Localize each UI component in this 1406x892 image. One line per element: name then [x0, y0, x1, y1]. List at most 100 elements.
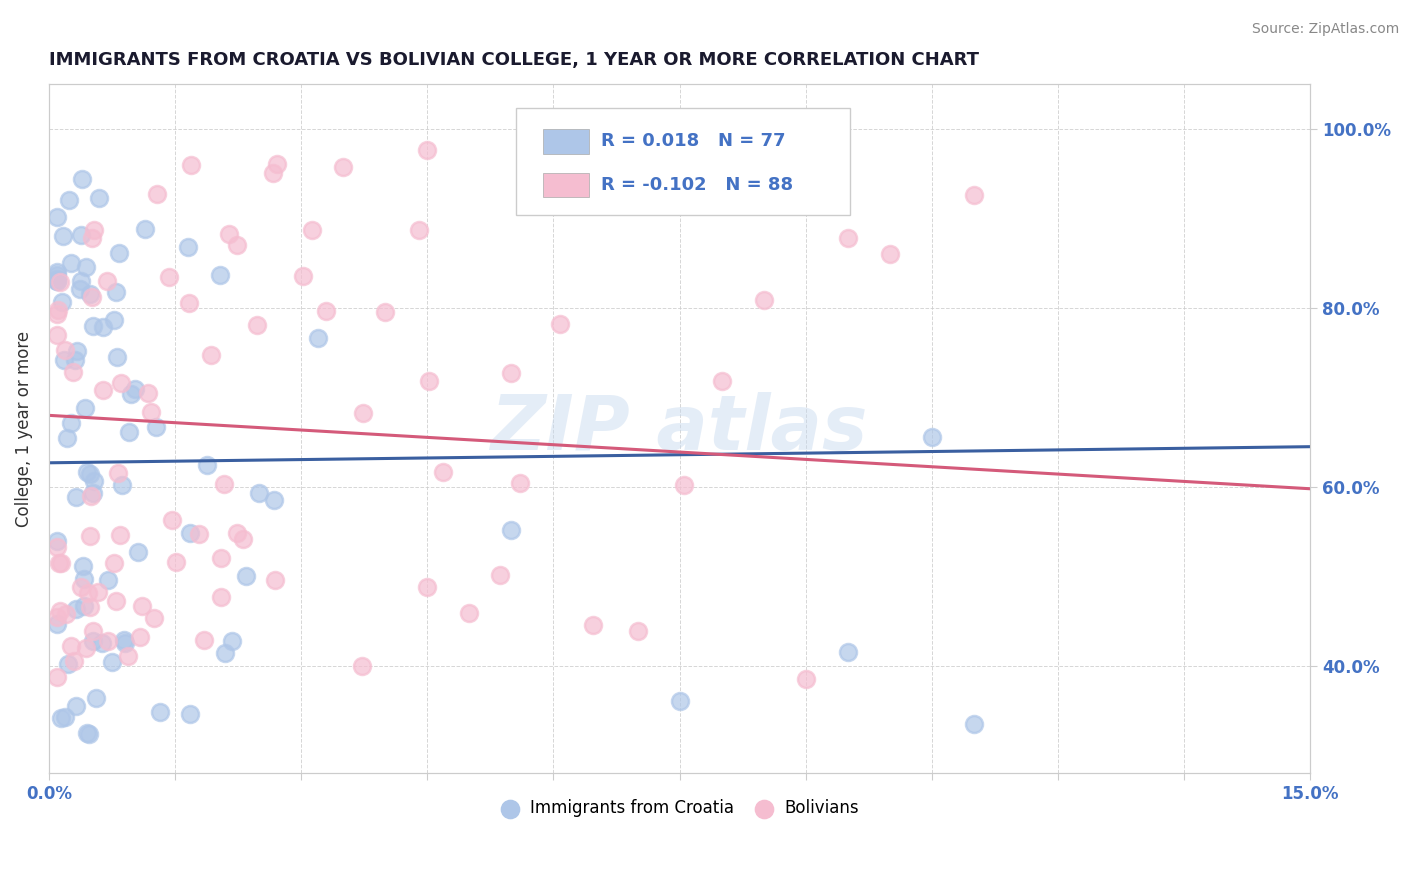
Point	[76, 586, 98, 600]
Point	[418, 374, 440, 388]
Point	[46, 610, 69, 624]
Point	[53, 353, 76, 368]
Point	[921, 430, 943, 444]
Point	[214, 646, 236, 660]
Point	[62, 365, 84, 379]
Point	[235, 569, 257, 583]
Point	[315, 304, 337, 318]
Point	[837, 231, 859, 245]
Point	[53, 343, 76, 357]
Point	[75, 260, 97, 274]
Point	[70, 274, 93, 288]
Point	[105, 350, 128, 364]
Point	[101, 655, 124, 669]
Point	[79, 286, 101, 301]
Point	[131, 599, 153, 613]
Point	[46, 274, 69, 288]
Point	[79, 467, 101, 481]
Point	[752, 293, 775, 308]
Point	[179, 295, 201, 310]
Point	[111, 477, 134, 491]
Point	[46, 274, 69, 288]
Point	[352, 658, 374, 673]
Point	[149, 705, 172, 719]
Point	[55, 607, 77, 621]
Point	[58, 193, 80, 207]
Point	[246, 318, 269, 332]
Point	[145, 420, 167, 434]
Point	[75, 640, 97, 655]
Point	[582, 618, 605, 632]
Point	[114, 636, 136, 650]
Point	[96, 274, 118, 288]
Point	[76, 465, 98, 479]
Point	[46, 670, 69, 684]
Point	[53, 710, 76, 724]
Point	[134, 222, 156, 236]
Text: Source: ZipAtlas.com: Source: ZipAtlas.com	[1251, 22, 1399, 37]
Point	[103, 557, 125, 571]
Point	[105, 594, 128, 608]
Point	[291, 268, 314, 283]
Point	[46, 541, 69, 555]
Point	[73, 572, 96, 586]
Point	[837, 645, 859, 659]
Point	[108, 527, 131, 541]
Point	[226, 238, 249, 252]
Point	[49, 604, 72, 618]
Point	[48, 556, 70, 570]
Point	[77, 726, 100, 740]
Point	[879, 246, 901, 260]
Point	[70, 580, 93, 594]
Point	[221, 634, 243, 648]
Point	[180, 158, 202, 172]
Point	[200, 348, 222, 362]
Point	[82, 318, 104, 333]
Point	[84, 690, 107, 705]
Point	[488, 567, 510, 582]
Point	[104, 285, 127, 299]
Y-axis label: College, 1 year or more: College, 1 year or more	[15, 331, 32, 527]
Point	[432, 465, 454, 479]
Point	[416, 580, 439, 594]
Point	[52, 228, 75, 243]
Point	[46, 268, 69, 282]
Point	[160, 513, 183, 527]
Text: R = -0.102   N = 88: R = -0.102 N = 88	[602, 176, 793, 194]
Point	[218, 227, 240, 241]
Point	[264, 573, 287, 587]
Point	[49, 556, 72, 570]
Point	[46, 533, 69, 548]
Point	[188, 526, 211, 541]
Point	[46, 210, 69, 224]
Point	[82, 633, 104, 648]
FancyBboxPatch shape	[543, 172, 589, 197]
Point	[145, 186, 167, 201]
Point	[80, 231, 103, 245]
Point	[129, 630, 152, 644]
Point	[75, 401, 97, 416]
Point	[307, 331, 329, 345]
Point	[626, 624, 648, 638]
Point	[46, 265, 69, 279]
Point	[352, 406, 374, 420]
Point	[266, 157, 288, 171]
Point	[46, 307, 69, 321]
Point	[46, 617, 69, 632]
Point	[83, 222, 105, 236]
Point	[56, 431, 79, 445]
Point	[110, 376, 132, 390]
Text: ZIP atlas: ZIP atlas	[491, 392, 869, 466]
Point	[232, 533, 254, 547]
Point	[91, 319, 114, 334]
Point	[60, 639, 83, 653]
Point	[76, 726, 98, 740]
Point	[65, 490, 87, 504]
Point	[214, 477, 236, 491]
Point	[120, 387, 142, 401]
Point	[63, 353, 86, 368]
Point	[794, 672, 817, 686]
Point	[226, 525, 249, 540]
Point	[87, 191, 110, 205]
Point	[179, 707, 201, 722]
